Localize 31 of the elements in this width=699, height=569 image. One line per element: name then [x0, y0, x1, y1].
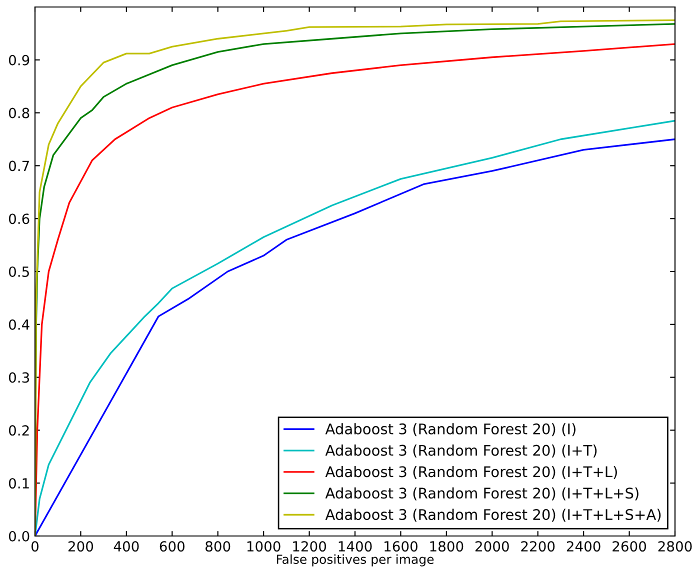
y-tick-label: 0.7: [8, 160, 29, 172]
y-tick-label: 0.8: [8, 108, 30, 118]
legend-label: Adaboost 3 (Random Forest 20) (I+T): [325, 444, 597, 458]
y-tick-label: 0.9: [8, 54, 30, 66]
legend-label: Adaboost 3 (Random Forest 20) (I+T+L+S+A): [325, 508, 661, 522]
x-tick-label: 1000: [247, 541, 280, 552]
x-axis-title: False positives per image: [276, 554, 434, 566]
y-tick-label: 0.0: [8, 530, 30, 542]
y-tick-label: 0.6: [8, 214, 30, 224]
x-tick-label: 2400: [566, 541, 600, 552]
x-tick-label: 2600: [612, 541, 646, 552]
legend-label: Adaboost 3 (Random Forest 20) (I+T+L+S): [325, 487, 638, 500]
x-tick-label: 0: [31, 541, 38, 552]
x-tick-label: 1600: [384, 541, 418, 552]
x-tick-label: 2800: [658, 541, 692, 552]
y-tick-label: 0.1: [8, 478, 29, 489]
x-tick-label: 400: [114, 541, 139, 552]
y-tick-label: 0.3: [8, 372, 30, 383]
x-tick-label: 2000: [475, 541, 509, 552]
legend-label: Adaboost 3 (Random Forest 20) (I): [325, 423, 576, 436]
y-tick-label: 0.5: [8, 266, 29, 277]
x-tick-label: 600: [160, 541, 184, 552]
x-tick-label: 800: [206, 541, 230, 552]
x-tick-label: 2200: [521, 541, 555, 552]
x-tick-label: 1800: [430, 541, 464, 552]
x-tick-label: 1400: [338, 541, 372, 552]
x-tick-label: 200: [68, 541, 94, 552]
y-tick-label: 0.4: [8, 319, 30, 330]
x-tick-label: 1200: [293, 541, 326, 552]
y-tick-label: 0.2: [8, 425, 29, 436]
legend-label: Adaboost 3 (Random Forest 20) (I+T+L): [325, 466, 617, 479]
